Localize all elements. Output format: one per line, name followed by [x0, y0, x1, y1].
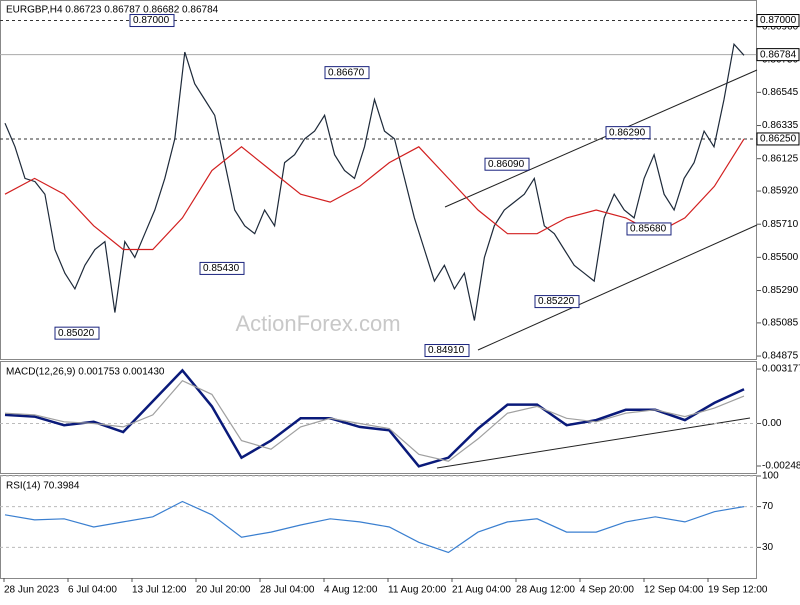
annotation-box [626, 222, 672, 236]
price-marker-box [756, 132, 800, 146]
annotation-label: 0.85430 [203, 263, 240, 274]
series-line [4, 500, 745, 554]
y-tick-label: 100 [762, 471, 779, 482]
y-tick-label: 0.003177 [762, 364, 800, 375]
panel-title: RSI(14) 70.3984 [6, 481, 80, 492]
price-marker-label: 0.87000 [760, 15, 797, 26]
x-tick-label: 12 Sep 04:00 [644, 585, 704, 596]
x-tick-label: 4 Aug 12:00 [324, 585, 378, 596]
y-tick-label: 70 [762, 501, 774, 512]
annotation-box [534, 295, 580, 309]
annotation-box [54, 326, 100, 340]
y-tick-label: 0.86545 [762, 87, 799, 98]
series-line [4, 368, 745, 468]
y-tick-label: 30 [762, 542, 774, 553]
price-marker-label: 0.86784 [760, 49, 797, 60]
x-tick-label: 20 Jul 20:00 [196, 585, 251, 596]
x-tick-label: 11 Aug 20:00 [388, 585, 447, 596]
annotation-label: 0.84910 [428, 345, 465, 356]
annotation-box [605, 126, 651, 140]
annotation-label: 0.85220 [538, 296, 575, 307]
y-tick-label: 0.85920 [762, 186, 799, 197]
y-tick-label: -0.002482 [762, 461, 800, 472]
annotation-box [199, 261, 245, 275]
x-tick-label: 28 Aug 12:00 [516, 585, 575, 596]
price-marker-label: 0.86250 [760, 134, 797, 145]
y-tick-label: 0.85500 [762, 252, 799, 263]
y-tick-label: 0.84875 [762, 351, 799, 362]
annotation-label: 0.85020 [58, 328, 95, 339]
annotation-label: 0.86090 [488, 159, 525, 170]
annotation-box [324, 66, 370, 80]
annotation-label: 0.86290 [609, 127, 646, 138]
y-tick-label: 0.86125 [762, 153, 799, 164]
macd-panel [0, 361, 757, 474]
annotation-box [484, 157, 530, 171]
y-tick-label: 0.85710 [762, 219, 799, 230]
price-marker-box [756, 48, 800, 62]
macd-trendline [436, 417, 751, 469]
x-tick-label: 28 Jun 2023 [4, 585, 59, 596]
x-tick-label: 13 Jul 12:00 [132, 585, 187, 596]
rsi-panel [0, 475, 757, 579]
x-tick-label: 28 Jul 04:00 [260, 585, 315, 596]
x-tick-label: 21 Aug 04:00 [452, 585, 511, 596]
annotation-label: 0.85680 [630, 224, 667, 235]
channel-lower [477, 224, 758, 351]
series-line [4, 42, 745, 321]
x-tick-label: 4 Sep 20:00 [580, 585, 634, 596]
x-tick-label: 19 Sep 12:00 [708, 585, 768, 596]
main-panel [0, 0, 757, 360]
panel-title: MACD(12,26,9) 0.001753 0.001430 [6, 367, 165, 378]
annotation-box [424, 344, 470, 358]
y-tick-label: 0.85290 [762, 285, 799, 296]
price-marker-box [756, 14, 800, 28]
y-tick-label: 0.00 [762, 418, 782, 429]
annotation-label: 0.87000 [133, 15, 170, 26]
watermark: ActionForex.com [235, 311, 400, 336]
panel-title: EURGBP,H4 0.86723 0.86787 0.86682 0.8678… [6, 5, 219, 16]
annotation-label: 0.86670 [328, 67, 365, 78]
series-line [4, 379, 745, 462]
series-line [4, 138, 745, 251]
y-tick-label: 0.86335 [762, 120, 799, 131]
x-tick-label: 6 Jul 04:00 [68, 585, 117, 596]
y-tick-label: 0.85085 [762, 318, 799, 329]
annotation-box [129, 14, 175, 28]
